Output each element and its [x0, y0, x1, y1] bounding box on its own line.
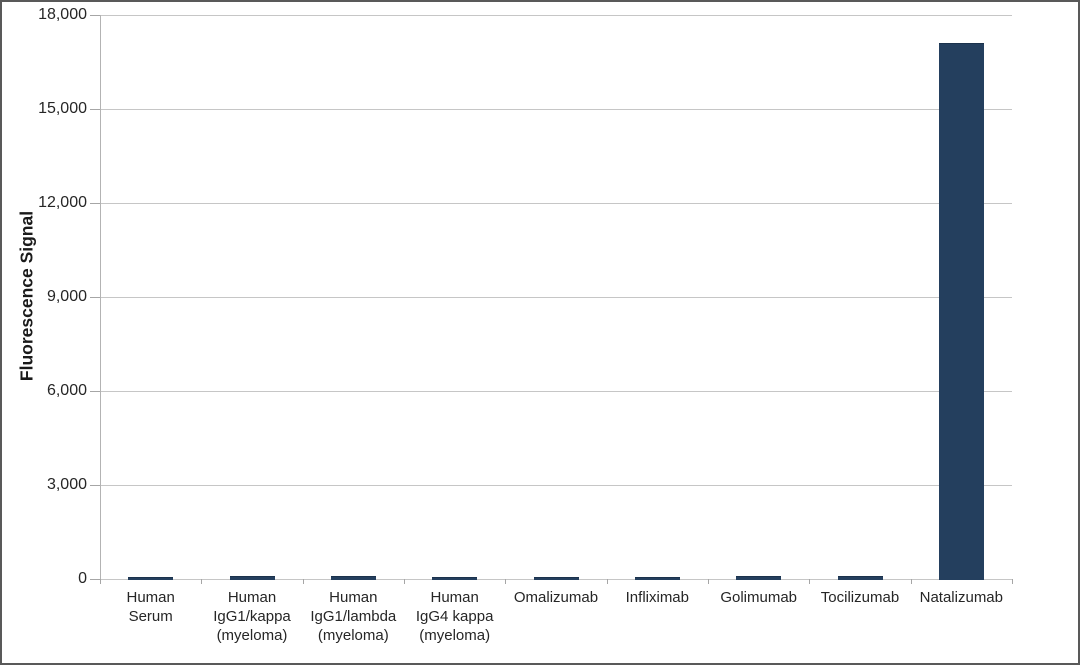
y-tick-mark	[90, 297, 100, 298]
x-tick-label: Human IgG4 kappa (myeloma)	[415, 589, 494, 644]
x-tick-label: Omalizumab	[513, 589, 599, 606]
y-tick-mark	[90, 485, 100, 486]
y-tick-label: 12,000	[38, 194, 87, 211]
y-tick-mark	[90, 579, 100, 580]
y-axis-line	[100, 15, 101, 580]
x-tick-mark	[404, 579, 405, 584]
y-tick-label: 15,000	[38, 100, 87, 117]
y-tick-label: 3,000	[46, 476, 87, 493]
y-tick-mark	[90, 15, 100, 16]
y-tick-label: 6,000	[46, 382, 87, 399]
x-tick-label: Natalizumab	[919, 589, 1003, 606]
gridline	[100, 203, 1012, 204]
bar	[634, 577, 680, 580]
x-tick-mark	[100, 579, 101, 584]
x-tick-mark	[302, 579, 304, 584]
gridline	[100, 297, 1012, 298]
bar	[128, 577, 174, 580]
x-tick-mark	[1012, 579, 1013, 584]
x-tick-mark	[505, 579, 507, 584]
y-tick-mark	[90, 391, 100, 392]
gridline	[100, 109, 1012, 110]
y-tick-label: 9,000	[46, 288, 87, 305]
gridline	[100, 391, 1012, 392]
x-tick-label: Human Serum	[126, 589, 175, 625]
y-tick-label: 18,000	[38, 6, 87, 23]
x-tick-label: Human IgG1/kappa (myeloma)	[213, 589, 291, 644]
gridline	[100, 485, 1012, 486]
x-tick-label: Infliximab	[625, 589, 689, 606]
bar	[736, 576, 782, 580]
gridline	[100, 15, 1012, 16]
x-tick-mark	[708, 579, 709, 584]
y-tick-mark	[90, 109, 100, 110]
x-tick-label: Golimumab	[720, 589, 798, 606]
bar	[229, 576, 275, 580]
x-tick-label: Tocilizumab	[820, 589, 900, 606]
x-tick-mark	[910, 579, 912, 584]
x-tick-mark	[606, 579, 608, 584]
x-tick-mark	[201, 579, 203, 584]
bar	[938, 43, 984, 580]
y-tick-mark	[90, 203, 100, 204]
x-tick-label: Human IgG1/lambda (myeloma)	[310, 589, 397, 644]
bar	[432, 577, 478, 580]
bar	[533, 577, 579, 580]
x-tick-mark	[809, 579, 811, 584]
y-tick-label: 0	[78, 570, 87, 587]
bar	[837, 576, 883, 580]
bar	[330, 575, 376, 580]
